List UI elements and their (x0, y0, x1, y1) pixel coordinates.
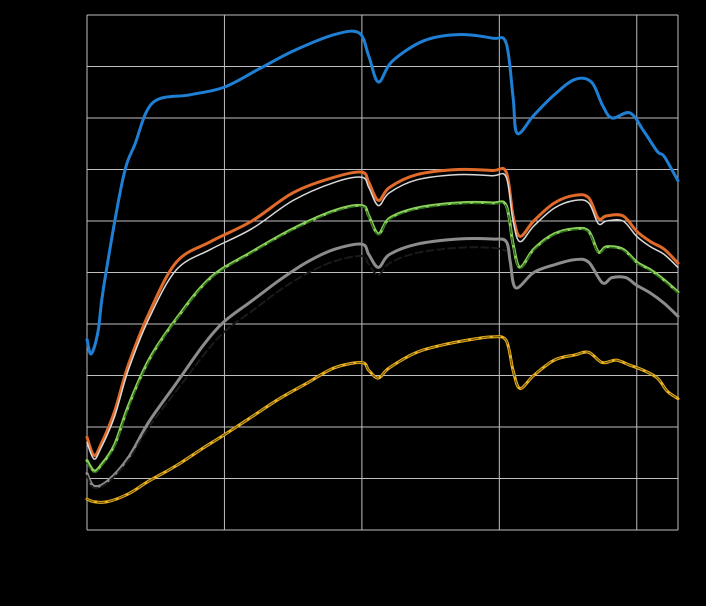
series-line-0 (85, 29, 680, 356)
series-line-1 (85, 166, 680, 457)
series-line-5 (85, 237, 680, 489)
series-group (85, 29, 680, 504)
series-line-2 (86, 172, 679, 460)
series-line-6 (86, 246, 508, 490)
series-line-8 (86, 336, 679, 503)
plot-area (85, 14, 680, 531)
series-line-4 (86, 202, 679, 474)
series-line-3 (85, 200, 680, 473)
